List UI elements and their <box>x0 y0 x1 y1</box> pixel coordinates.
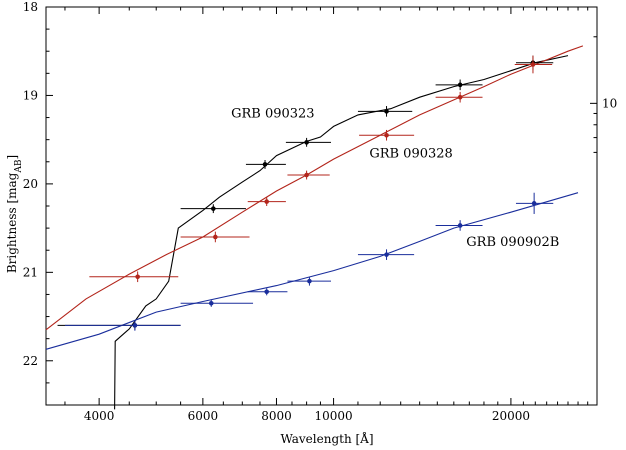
data-point <box>285 137 331 147</box>
data-point <box>89 271 179 283</box>
data-point <box>435 79 483 91</box>
data-point <box>245 160 286 169</box>
y-tick-label: 22 <box>23 354 38 368</box>
data-points <box>57 55 554 331</box>
point-marker <box>531 201 537 206</box>
point-marker <box>211 206 216 211</box>
data-point <box>287 170 330 180</box>
model-curves <box>45 45 584 410</box>
point-marker <box>262 162 268 167</box>
data-point <box>180 299 254 307</box>
y-tick-labels: 18 19 20 21 22 <box>23 0 38 368</box>
point-marker <box>304 172 309 178</box>
point-marker <box>457 94 463 100</box>
data-point <box>515 192 554 214</box>
data-point <box>180 231 250 243</box>
plot-area <box>45 6 598 406</box>
x-tick-label: 8000 <box>261 409 292 423</box>
x-tick-label: 6000 <box>188 409 219 423</box>
data-point <box>357 249 415 260</box>
model-curve-2 <box>45 192 579 350</box>
point-marker <box>530 62 536 67</box>
y-tick-label: 21 <box>23 265 38 279</box>
data-point <box>435 91 483 103</box>
point-marker <box>307 278 312 284</box>
point-marker <box>457 223 463 228</box>
y-axis-label: Brightness [magAB] <box>5 155 24 273</box>
point-marker <box>384 252 389 257</box>
y-axis-label-main: Brightness [mag <box>5 172 19 273</box>
point-marker <box>132 323 138 328</box>
series-labels: GRB 090323 GRB 090328 GRB 090902B <box>231 107 559 250</box>
point-marker <box>384 109 389 114</box>
x-tick-label: 10000 <box>314 409 352 423</box>
y-tick-label: 19 <box>23 88 38 102</box>
x-tick-label: 4000 <box>84 409 115 423</box>
data-point <box>514 55 553 74</box>
model-curve-1 <box>45 45 584 331</box>
data-point <box>247 288 288 296</box>
point-marker <box>457 82 463 88</box>
model-curve-0 <box>114 55 569 410</box>
y-axis-label-sub: AB <box>14 159 24 173</box>
y-tick-label: 18 <box>23 0 38 14</box>
series-label: GRB 090323 <box>231 107 314 122</box>
axis-ticks <box>46 6 598 405</box>
plot-frame <box>45 6 598 406</box>
point-marker <box>304 140 309 145</box>
data-point <box>247 197 286 206</box>
point-marker <box>208 300 214 306</box>
data-point <box>287 276 331 286</box>
point-marker <box>384 132 389 138</box>
point-marker <box>264 199 269 204</box>
x-tick-label: 20000 <box>492 409 530 423</box>
point-marker <box>264 289 269 295</box>
series-label: GRB 090902B <box>466 235 559 250</box>
x-tick-labels: 4000 6000 8000 10000 20000 <box>84 409 530 423</box>
data-point <box>64 320 181 331</box>
series-label: GRB 090328 <box>369 146 452 161</box>
data-point <box>180 204 246 214</box>
y-axis-label-close: ] <box>5 155 19 160</box>
y-tick-label: 20 <box>23 177 38 191</box>
x-axis-label: Wavelength [Å] <box>280 431 373 446</box>
point-marker <box>213 234 218 240</box>
y2-tick-label: 10 <box>602 96 617 110</box>
data-point <box>357 106 413 117</box>
y2-tick-labels: 10100 <box>602 96 617 110</box>
data-point <box>435 220 483 231</box>
data-point <box>359 129 415 141</box>
point-marker <box>135 274 140 280</box>
